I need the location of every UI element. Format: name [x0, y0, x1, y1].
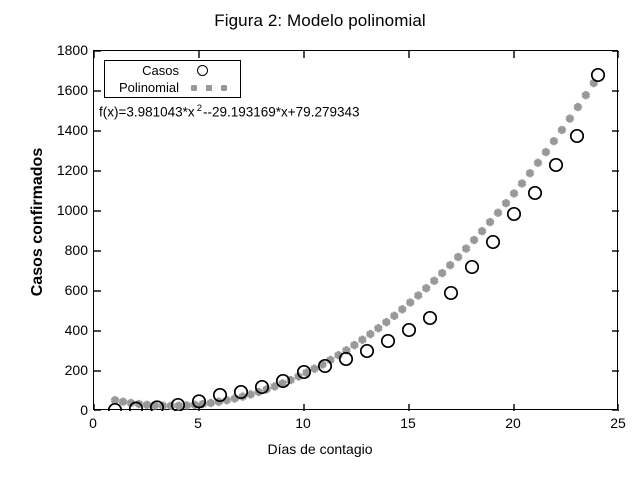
x-axis-tick-label: 10 [295, 415, 311, 431]
polynomial-marker [389, 311, 399, 320]
legend-label-polinomial: Polinomial [119, 80, 179, 95]
legend-marker-gray-star-icon [187, 81, 233, 95]
data-point-marker [590, 67, 606, 83]
y-axis-tick-label: 1400 [56, 122, 88, 138]
polynomial-marker [557, 125, 567, 135]
data-point-marker [359, 343, 375, 359]
polynomial-marker [310, 364, 319, 373]
page-title: Figura 2: Modelo polinomial [214, 11, 426, 30]
polynomial-marker [118, 397, 128, 406]
polynomial-marker [485, 217, 495, 227]
polynomial-marker [573, 102, 583, 112]
equation-exponent: 2 [196, 103, 202, 114]
polynomial-marker [461, 244, 471, 253]
x-axis-tick-label: 0 [89, 415, 97, 431]
polynomial-marker [541, 147, 551, 157]
polynomial-marker [469, 235, 479, 245]
plot-area [93, 50, 619, 411]
data-point-marker [464, 259, 480, 275]
polynomial-marker [429, 276, 439, 285]
data-point-marker [569, 128, 585, 144]
polynomial-marker [445, 261, 455, 270]
y-axis-tick-label: 200 [64, 362, 88, 378]
polynomial-marker [581, 91, 591, 100]
data-point-marker [233, 384, 249, 400]
y-axis-tick-label: 0 [80, 402, 88, 418]
y-axis-tick-label: 800 [64, 242, 88, 258]
polynomial-marker [142, 400, 152, 409]
polynomial-marker [549, 137, 559, 146]
polynomial-marker [373, 324, 383, 333]
data-point-marker [149, 400, 165, 411]
y-axis-tick-label: 1800 [56, 42, 88, 58]
data-point-marker [338, 351, 354, 367]
data-point-marker [107, 402, 123, 411]
legend-item-casos: Casos [105, 62, 240, 79]
polynomial-marker [437, 268, 447, 278]
data-point-marker [128, 401, 144, 411]
y-axis-tick-label: 600 [64, 282, 88, 298]
y-axis-tick-label: 400 [64, 322, 88, 338]
data-point-marker [170, 397, 186, 411]
data-point-marker [212, 387, 228, 403]
data-point-marker [548, 157, 564, 173]
y-axis-tick-label: 1000 [56, 202, 88, 218]
polynomial-marker [230, 394, 240, 403]
polynomial-marker [413, 291, 423, 300]
polynomial-marker [525, 169, 535, 178]
equation-prefix: f(x)=3.981043*x [99, 104, 195, 120]
legend-item-polinomial: Polinomial [105, 79, 240, 96]
data-point-marker [422, 310, 438, 326]
data-point-marker [275, 373, 291, 389]
polynomial-marker [381, 318, 391, 327]
data-point-marker [401, 322, 417, 338]
polynomial-marker [517, 179, 527, 188]
plot-canvas [94, 51, 619, 411]
equation-suffix: --29.193169*x+79.279343 [202, 104, 360, 120]
y-axis-tick-labels: 0 200 400 600 800 1000 1200 1400 1600 1800 [38, 42, 88, 418]
data-point-marker [506, 206, 522, 222]
polynomial-marker [501, 199, 511, 208]
equation-annotation: f(x)=3.981043*x 2--29.193169*x+79.279343 [99, 104, 360, 119]
legend-label-casos: Casos [142, 63, 179, 78]
polynomial-marker [509, 189, 519, 198]
x-axis-tick-label: 25 [610, 415, 626, 431]
polynomial-marker [533, 158, 543, 167]
x-axis-tick-labels: 0 5 10 15 20 25 [89, 415, 626, 437]
x-axis-title: Días de contagio [267, 441, 373, 457]
legend-marker-open-circle-icon [187, 64, 233, 78]
polynomial-marker [477, 227, 487, 236]
data-point-marker [443, 285, 459, 301]
polynomial-marker [366, 329, 375, 339]
y-axis-tick-label: 1600 [56, 82, 88, 98]
x-axis-tick-label: 15 [400, 415, 416, 431]
polynomial-marker [358, 335, 367, 344]
polynomial-marker [453, 252, 463, 262]
legend: Casos Polinomial [104, 60, 241, 98]
polynomial-marker [206, 398, 216, 408]
data-point-marker [380, 333, 396, 349]
polynomial-marker [397, 305, 407, 314]
x-axis-tick-label: 20 [505, 415, 521, 431]
y-axis-tick-label: 1200 [56, 162, 88, 178]
data-point-marker [191, 394, 207, 409]
polynomial-marker [493, 208, 503, 217]
x-axis-tick-label: 5 [194, 415, 202, 431]
polynomial-marker [565, 114, 575, 123]
data-point-marker [527, 185, 543, 201]
polynomial-marker [110, 396, 120, 405]
polynomial-marker [246, 390, 256, 399]
data-point-marker [254, 379, 270, 395]
polynomial-marker [421, 284, 431, 293]
data-point-marker [296, 364, 312, 380]
polynomial-marker [350, 341, 359, 350]
data-point-marker [485, 234, 501, 250]
polynomial-marker [174, 401, 184, 410]
data-point-marker [317, 358, 333, 374]
polynomial-marker [405, 298, 415, 307]
